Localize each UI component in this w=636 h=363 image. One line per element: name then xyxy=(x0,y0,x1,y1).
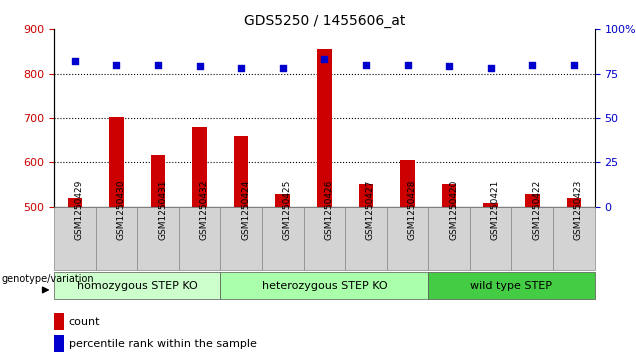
Bar xyxy=(442,184,457,207)
Bar xyxy=(483,203,498,207)
Bar xyxy=(553,207,595,270)
Bar xyxy=(234,136,249,207)
Point xyxy=(444,64,454,69)
Bar xyxy=(221,207,262,270)
Text: GSM1250421: GSM1250421 xyxy=(491,180,500,240)
Bar xyxy=(192,127,207,207)
Point xyxy=(111,62,121,68)
Text: genotype/variation: genotype/variation xyxy=(1,274,93,284)
Bar xyxy=(95,207,137,270)
Text: GSM1250422: GSM1250422 xyxy=(532,180,541,240)
Text: GSM1250429: GSM1250429 xyxy=(75,180,84,240)
Bar xyxy=(345,207,387,270)
Point xyxy=(569,62,579,68)
Text: GSM1250428: GSM1250428 xyxy=(408,180,417,240)
Bar xyxy=(179,207,221,270)
Bar xyxy=(400,160,415,207)
Text: GSM1250425: GSM1250425 xyxy=(283,180,292,240)
Text: homozygous STEP KO: homozygous STEP KO xyxy=(77,281,198,291)
Bar xyxy=(262,207,303,270)
Point xyxy=(361,62,371,68)
Bar xyxy=(428,207,470,270)
Title: GDS5250 / 1455606_at: GDS5250 / 1455606_at xyxy=(244,14,405,28)
Bar xyxy=(525,193,539,207)
Bar xyxy=(567,198,581,207)
Bar xyxy=(317,49,331,207)
Bar xyxy=(54,207,95,270)
Text: GSM1250432: GSM1250432 xyxy=(200,180,209,240)
Bar xyxy=(511,207,553,270)
Bar xyxy=(151,155,165,207)
Point xyxy=(319,56,329,62)
Bar xyxy=(54,272,221,299)
Text: GSM1250431: GSM1250431 xyxy=(158,180,167,240)
Bar xyxy=(109,117,124,207)
Bar xyxy=(387,207,428,270)
Text: percentile rank within the sample: percentile rank within the sample xyxy=(69,339,256,349)
Text: GSM1250424: GSM1250424 xyxy=(241,180,250,240)
Bar xyxy=(470,207,511,270)
Text: count: count xyxy=(69,317,100,327)
Bar xyxy=(67,198,82,207)
Point xyxy=(486,65,496,71)
Point xyxy=(236,65,246,71)
Point xyxy=(527,62,537,68)
Bar xyxy=(221,272,428,299)
Text: GSM1250423: GSM1250423 xyxy=(574,180,583,240)
Point xyxy=(195,64,205,69)
Bar xyxy=(428,272,595,299)
Bar xyxy=(359,184,373,207)
Text: GSM1250420: GSM1250420 xyxy=(449,180,458,240)
Bar xyxy=(54,313,64,330)
Point xyxy=(278,65,288,71)
Point xyxy=(70,58,80,64)
Text: heterozygous STEP KO: heterozygous STEP KO xyxy=(261,281,387,291)
Point xyxy=(403,62,413,68)
Bar xyxy=(54,335,64,352)
Text: GSM1250426: GSM1250426 xyxy=(324,180,333,240)
Bar xyxy=(303,207,345,270)
Point xyxy=(153,62,163,68)
Bar xyxy=(275,193,290,207)
Text: GSM1250430: GSM1250430 xyxy=(116,180,125,240)
Text: wild type STEP: wild type STEP xyxy=(471,281,553,291)
Bar xyxy=(137,207,179,270)
Text: GSM1250427: GSM1250427 xyxy=(366,180,375,240)
